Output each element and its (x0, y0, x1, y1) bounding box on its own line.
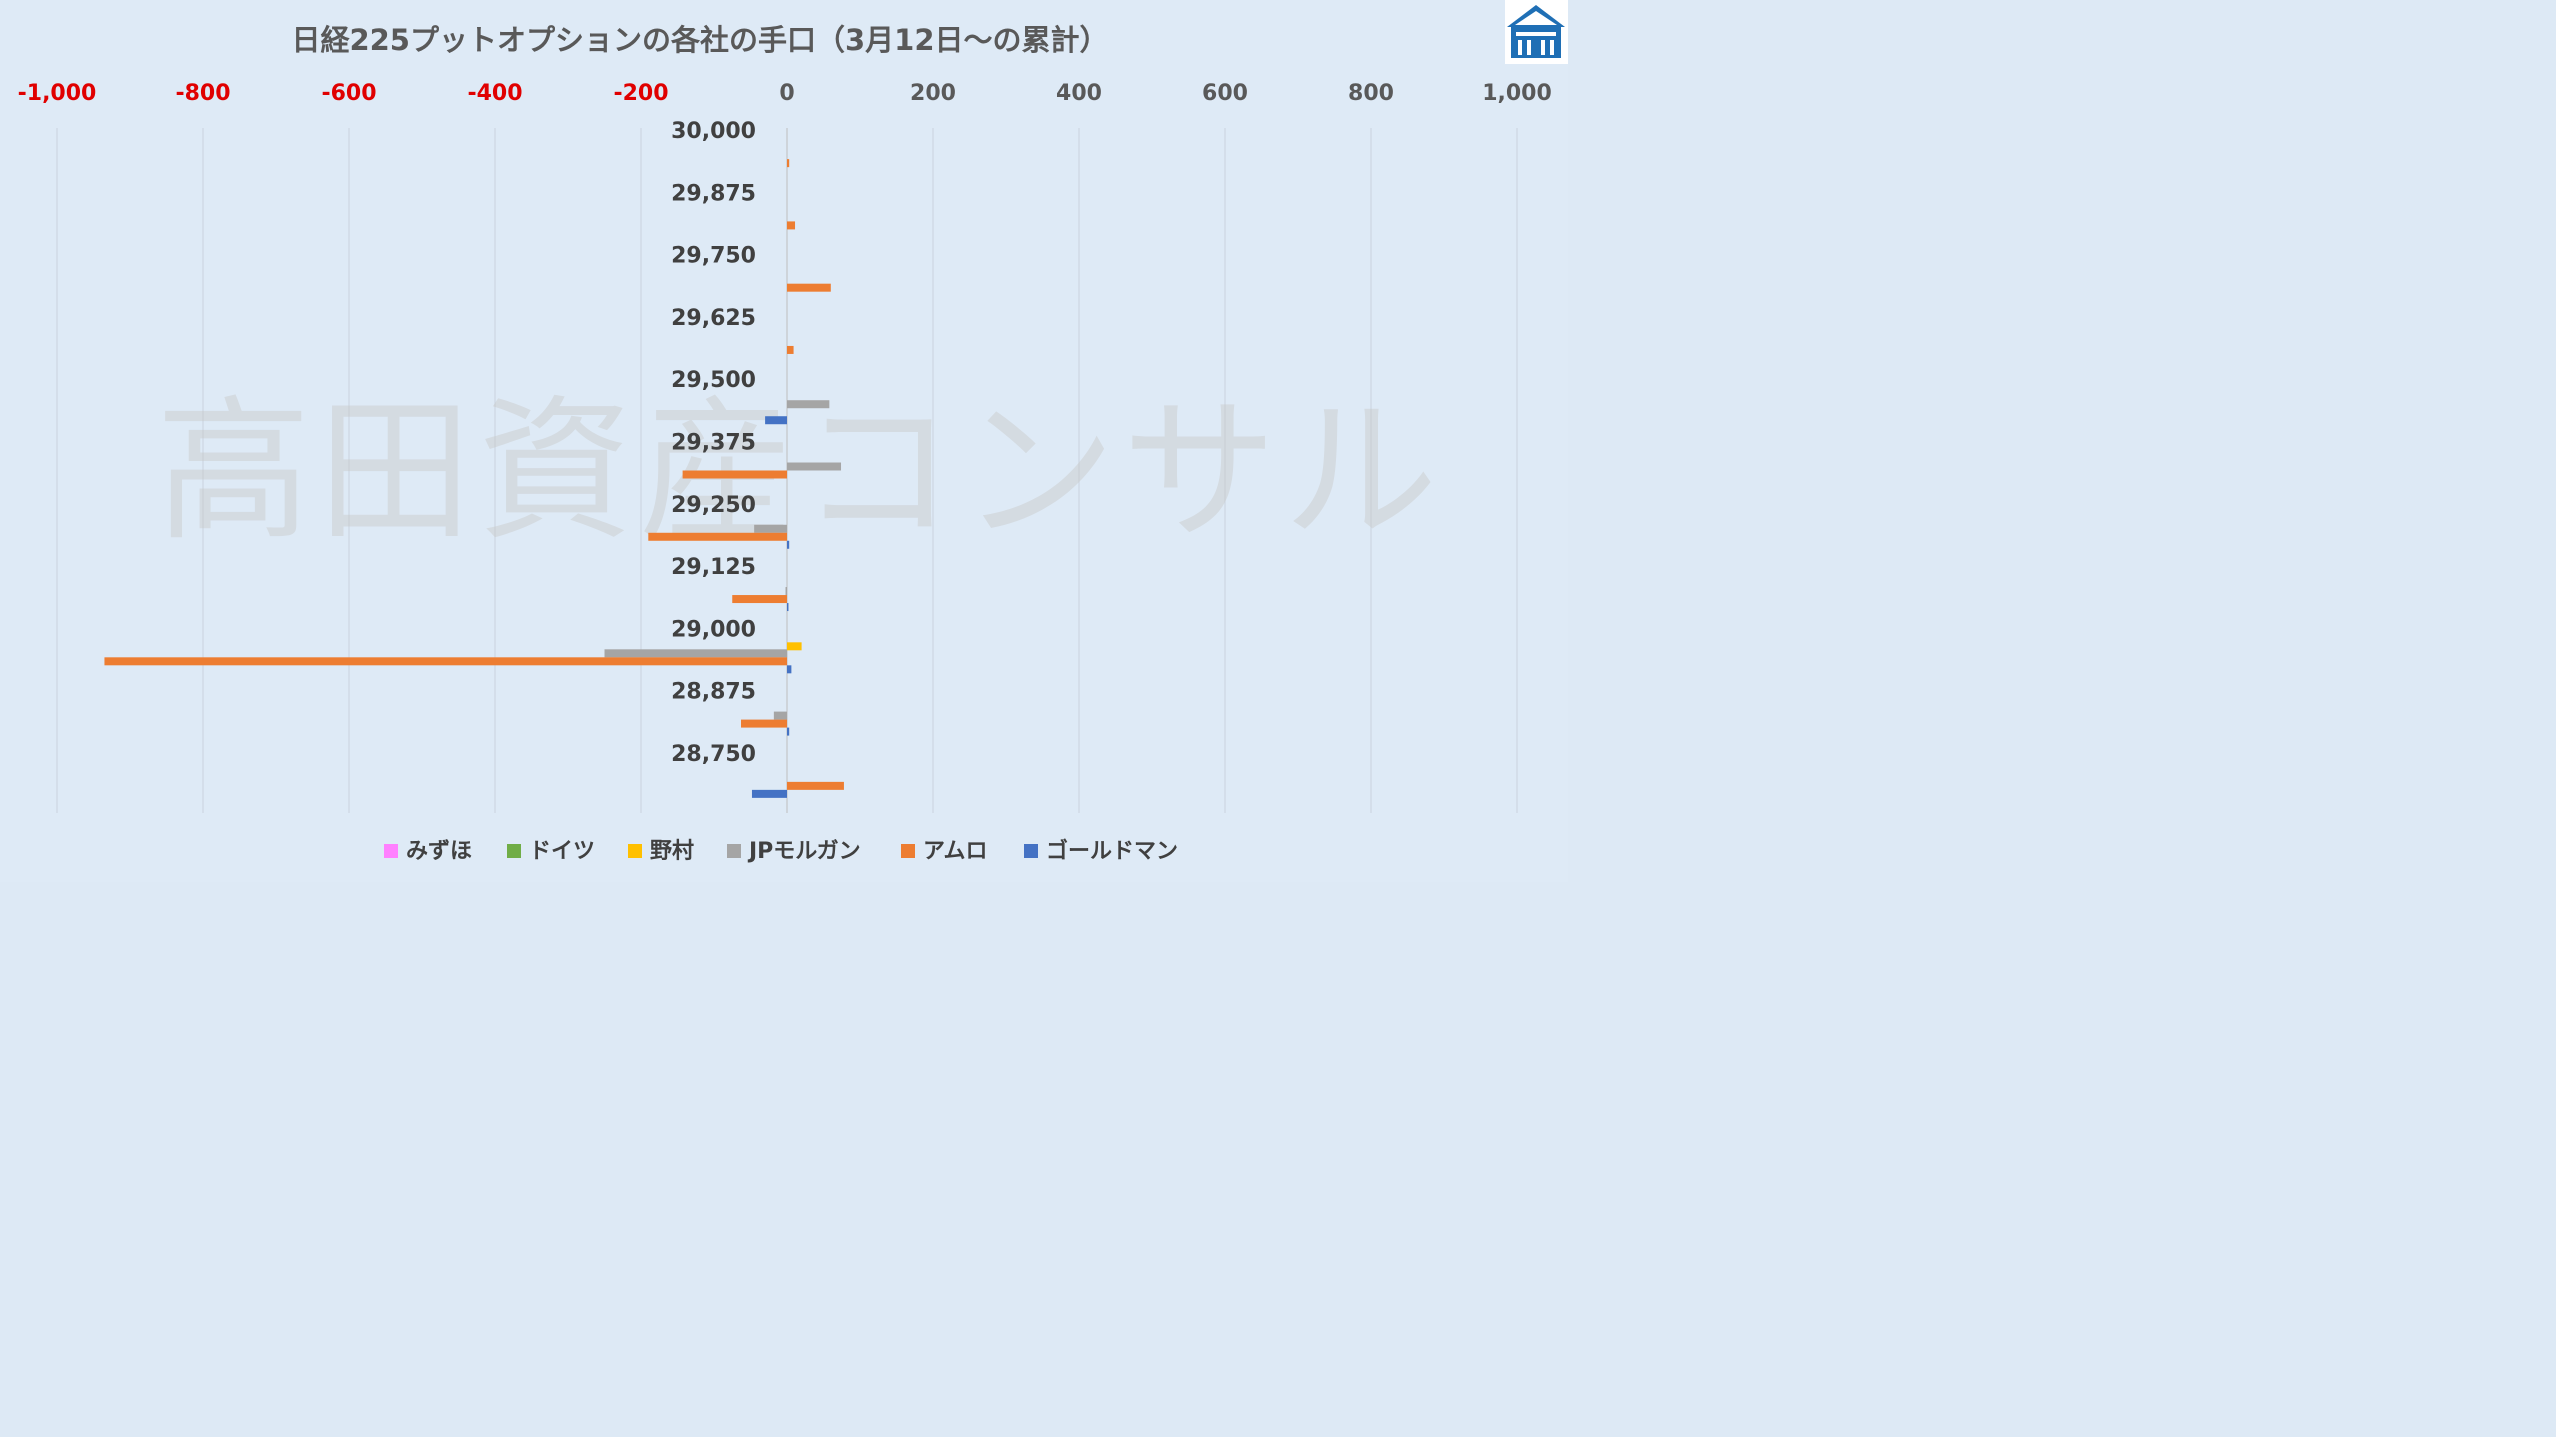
bar-9-4 (741, 719, 787, 728)
chart-background (0, 0, 1568, 882)
bar-8-4 (104, 657, 787, 666)
bar-7-4 (732, 595, 787, 604)
x-tick-label: -200 (613, 81, 668, 106)
bar-7-5 (787, 603, 789, 612)
bar-5-4 (682, 470, 787, 479)
legend-label: アムロ (923, 839, 987, 864)
bar-2-4 (787, 283, 831, 292)
bars (104, 159, 844, 798)
bar-0-4 (787, 159, 790, 168)
x-tick-label: 400 (1056, 81, 1102, 106)
bar-chart: 日経225プットオプションの各社の手口（3月12日～の累計） -1,000 -80… (0, 0, 1568, 882)
x-tick-label: 600 (1202, 81, 1248, 106)
category-label: 29,625 (671, 306, 756, 331)
x-tick-label: 0 (779, 81, 794, 106)
bar-9-3 (773, 711, 787, 720)
chart-canvas: 日経225プットオプションの各社の手口（3月12日～の累計） -1,000 -80… (0, 0, 1568, 882)
x-tick-label: 1,000 (1482, 81, 1552, 106)
legend-swatch (507, 844, 521, 858)
x-tick-label: 800 (1348, 81, 1394, 106)
bar-3-4 (787, 345, 794, 354)
x-tick-label: -1,000 (18, 81, 97, 106)
legend-label: ドイツ (529, 839, 595, 864)
bar-8-2 (787, 642, 802, 651)
legend-swatch (727, 844, 741, 858)
x-tick-label: -800 (175, 81, 230, 106)
category-label: 29,750 (671, 244, 756, 269)
bar-6-4 (648, 532, 787, 541)
category-label: 29,875 (671, 181, 756, 206)
bar-1-4 (787, 221, 796, 230)
bar-7-3 (785, 587, 787, 596)
category-label: 28,875 (671, 680, 756, 705)
bar-8-3 (604, 649, 787, 658)
bar-4-5 (765, 416, 787, 425)
category-label: 28,750 (671, 742, 756, 767)
x-axis-ticks: -1,000 -800 -600 -400 -200 0 200 400 600 800 1,000 (18, 81, 1552, 106)
legend-label: みずほ (406, 839, 472, 864)
bar-9-5 (787, 727, 790, 736)
bar-10-4 (787, 781, 844, 790)
category-label: 29,250 (671, 493, 756, 518)
legend-swatch (901, 844, 915, 858)
legend-label: 野村 (650, 839, 694, 864)
bar-5-3 (787, 462, 842, 471)
category-labels: 30,000 29,875 29,750 29,625 29,500 29,375 29,2… (671, 119, 756, 767)
legend: みずほ ドイツ 野村 JPモルガン アムロ ゴールドマン (384, 838, 1178, 864)
legend-swatch (1024, 844, 1038, 858)
watermark: 高田資産コンサル (156, 381, 1444, 562)
legend-label: ゴールドマン (1046, 838, 1178, 864)
chart-title: 日経225プットオプションの各社の手口（3月12日～の累計） (291, 23, 1108, 57)
category-label: 29,125 (671, 555, 756, 580)
bar-6-5 (787, 540, 790, 549)
x-tick-label: -400 (467, 81, 522, 106)
legend-swatch (628, 844, 642, 858)
category-label: 30,000 (671, 119, 756, 144)
bar-6-3 (754, 524, 787, 533)
category-label: 29,375 (671, 431, 756, 456)
bar-4-3 (787, 400, 830, 409)
legend-swatch (384, 844, 398, 858)
category-label: 29,500 (671, 368, 756, 393)
category-label: 29,000 (671, 617, 756, 642)
legend-label: JPモルガン (747, 839, 861, 864)
x-tick-label: 200 (910, 81, 956, 106)
bar-8-5 (787, 665, 792, 674)
x-tick-label: -600 (321, 81, 376, 106)
bar-10-5 (751, 789, 787, 798)
company-logo-icon (1505, 0, 1568, 64)
